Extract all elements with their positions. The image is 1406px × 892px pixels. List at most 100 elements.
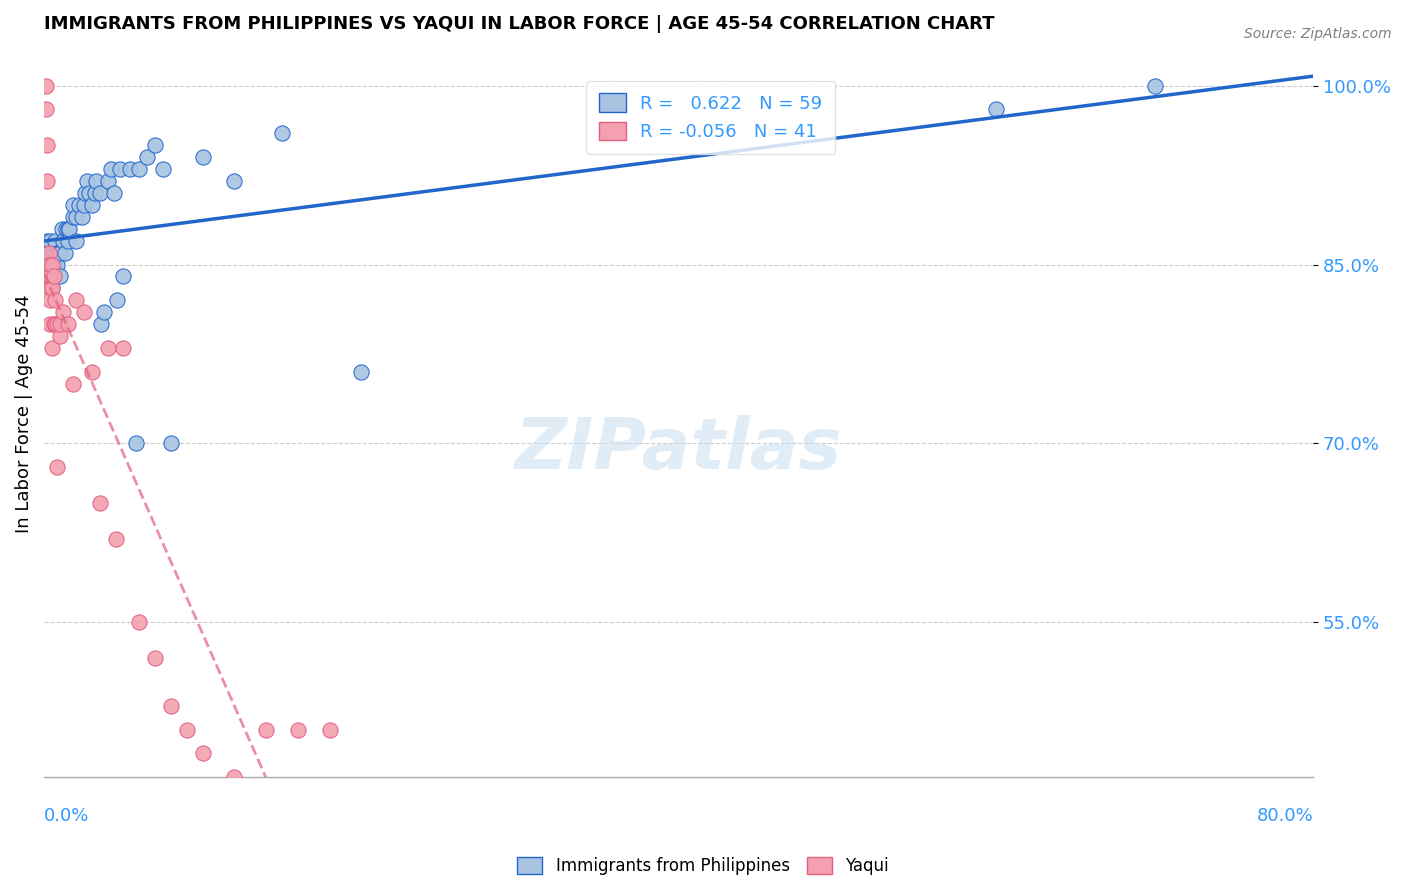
Point [100, 162, 122, 177]
Point [41, 258, 63, 272]
Text: Source: ZipAtlas.com: Source: ZipAtlas.com [1244, 27, 1392, 41]
Point [77, 186, 100, 200]
Legend: Immigrants from Philippines, Yaqui: Immigrants from Philippines, Yaqui [509, 849, 897, 884]
Point [39, 317, 62, 331]
Point [65, 234, 87, 248]
Point [65, 210, 87, 224]
Point [75, 186, 97, 200]
Point [97, 174, 120, 188]
Point [38, 258, 60, 272]
Point [128, 162, 150, 177]
Point [271, 126, 294, 140]
Point [80, 198, 103, 212]
Point [45, 258, 67, 272]
Point [287, 723, 309, 737]
Point [41, 281, 63, 295]
Point [49, 269, 72, 284]
Point [44, 234, 66, 248]
Point [39, 234, 62, 248]
Point [104, 532, 127, 546]
Point [41, 341, 63, 355]
Point [52, 305, 75, 319]
Point [49, 317, 72, 331]
Point [105, 293, 128, 308]
Point [58, 221, 80, 235]
Point [49, 329, 72, 343]
Point [39, 293, 62, 308]
Point [128, 615, 150, 630]
Point [45, 317, 67, 331]
Point [51, 221, 73, 235]
Point [38, 269, 60, 284]
Point [38, 258, 60, 272]
Point [118, 162, 141, 177]
Point [191, 747, 214, 761]
Point [44, 317, 66, 331]
Point [44, 293, 66, 308]
Point [984, 103, 1007, 117]
Point [89, 186, 111, 200]
Point [42, 317, 65, 331]
Point [191, 150, 214, 164]
Point [1143, 78, 1166, 93]
Point [254, 723, 277, 737]
Point [93, 305, 115, 319]
Point [176, 723, 198, 737]
Point [44, 245, 66, 260]
Point [83, 186, 105, 200]
Point [73, 305, 96, 319]
Point [103, 186, 125, 200]
Point [39, 269, 62, 284]
Point [42, 258, 65, 272]
Point [41, 245, 63, 260]
Point [160, 436, 183, 450]
Y-axis label: In Labor Force | Age 45-54: In Labor Force | Age 45-54 [15, 294, 32, 533]
Point [65, 293, 87, 308]
Point [110, 162, 132, 177]
Point [62, 210, 84, 224]
Point [45, 245, 67, 260]
Point [62, 198, 84, 212]
Point [86, 174, 108, 188]
Point [152, 162, 174, 177]
Point [90, 317, 112, 331]
Point [56, 221, 79, 235]
Point [55, 221, 77, 235]
Point [39, 281, 62, 295]
Point [35, 78, 58, 93]
Point [41, 281, 63, 295]
Text: 80.0%: 80.0% [1257, 807, 1313, 825]
Point [38, 245, 60, 260]
Point [97, 341, 120, 355]
Point [56, 234, 79, 248]
Point [70, 210, 93, 224]
Point [37, 174, 59, 188]
Point [42, 269, 65, 284]
Point [112, 341, 135, 355]
Point [350, 365, 373, 379]
Point [38, 245, 60, 260]
Legend: R =   0.622   N = 59, R = -0.056   N = 41: R = 0.622 N = 59, R = -0.056 N = 41 [586, 80, 835, 153]
Point [73, 198, 96, 212]
Point [52, 234, 75, 248]
Point [53, 245, 76, 260]
Point [37, 234, 59, 248]
Point [224, 770, 246, 784]
Point [76, 174, 98, 188]
Point [89, 496, 111, 510]
Text: IMMIGRANTS FROM PHILIPPINES VS YAQUI IN LABOR FORCE | AGE 45-54 CORRELATION CHAR: IMMIGRANTS FROM PHILIPPINES VS YAQUI IN … [44, 15, 994, 33]
Text: 0.0%: 0.0% [44, 807, 90, 825]
Point [35, 103, 58, 117]
Point [160, 698, 183, 713]
Point [45, 460, 67, 475]
Point [143, 651, 166, 665]
Point [80, 365, 103, 379]
Point [35, 245, 58, 260]
Point [56, 317, 79, 331]
Text: ZIPatlas: ZIPatlas [515, 416, 842, 484]
Point [67, 198, 90, 212]
Point [136, 150, 159, 164]
Point [39, 269, 62, 284]
Point [112, 269, 135, 284]
Point [48, 245, 70, 260]
